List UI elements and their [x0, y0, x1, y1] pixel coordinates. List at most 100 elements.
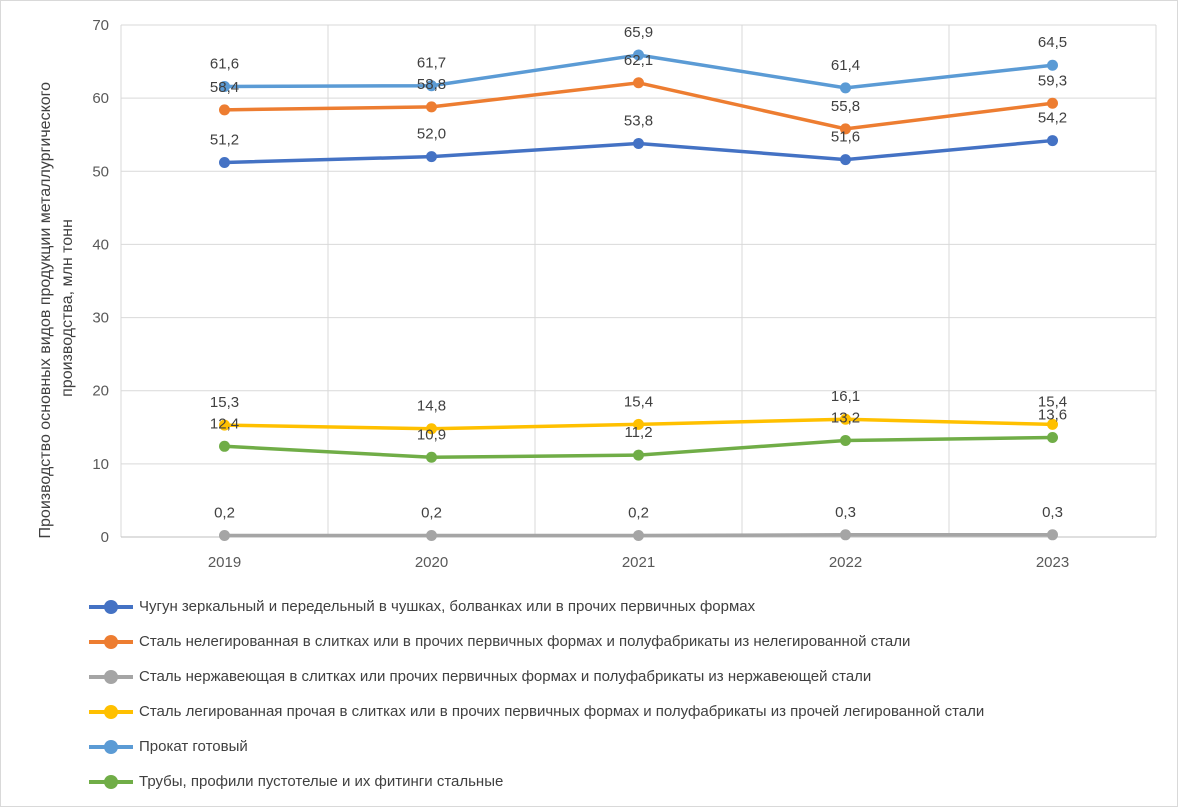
x-tick-label: 2020: [415, 554, 448, 571]
y-tick-label: 10: [92, 456, 109, 473]
data-label: 61,6: [210, 55, 239, 72]
axes: 0 10 20 30 40 50 60 70 2019 2020 2021 2022 2023: [92, 17, 1156, 571]
data-point: [633, 137, 644, 149]
legend-marker: [104, 774, 118, 789]
data-point: [840, 434, 851, 446]
data-point: [426, 451, 437, 463]
series-group: [219, 49, 1058, 542]
y-axis-title: Производство основных видов продукции ме…: [37, 78, 76, 539]
legend-item: Чугун зеркальный и передельный в чушках,…: [89, 589, 984, 624]
data-point: [1047, 418, 1058, 430]
data-point: [1047, 529, 1058, 541]
data-point: [1047, 135, 1058, 147]
data-point: [633, 530, 644, 542]
data-label: 55,8: [831, 98, 860, 115]
data-point: [219, 104, 230, 116]
data-label: 64,5: [1038, 34, 1067, 51]
x-tick-label: 2019: [208, 554, 241, 571]
legend-label: Сталь нелегированная в слитках или в про…: [139, 633, 911, 650]
legend: Чугун зеркальный и передельный в чушках,…: [89, 589, 984, 799]
data-point: [1047, 97, 1058, 109]
data-point: [426, 101, 437, 113]
data-label: 10,9: [417, 426, 446, 443]
data-point: [633, 49, 644, 61]
data-label: 53,8: [624, 112, 653, 129]
data-point: [633, 418, 644, 430]
line-chart: 0 10 20 30 40 50 60 70 2019 2020 2021 2022 2023 51,2…: [37, 17, 1157, 571]
data-label: 14,8: [417, 398, 446, 415]
legend-item: Прокат готовый: [89, 729, 984, 764]
data-point: [1047, 432, 1058, 444]
data-label: 15,4: [1038, 393, 1067, 410]
y-tick-label: 0: [101, 529, 109, 546]
x-tick-label: 2022: [829, 554, 862, 571]
legend-label: Сталь нержавеющая в слитках или прочих п…: [139, 668, 872, 685]
data-label: 58,8: [417, 76, 446, 93]
data-point: [219, 530, 230, 542]
legend-swatch: [89, 704, 133, 719]
y-tick-label: 50: [92, 163, 109, 180]
legend-item: Сталь нелегированная в слитках или в про…: [89, 624, 984, 659]
data-point: [840, 413, 851, 425]
legend-item: Сталь нержавеющая в слитках или прочих п…: [89, 659, 984, 694]
legend-marker: [104, 634, 118, 649]
data-label: 16,1: [831, 388, 860, 405]
legend-swatch: [89, 669, 133, 684]
y-axis-title-line-1: Производство основных видов продукции ме…: [37, 82, 54, 539]
data-label: 13,2: [831, 409, 860, 426]
data-label: 13,6: [1038, 407, 1067, 424]
data-label: 15,4: [624, 393, 653, 410]
data-point: [219, 157, 230, 169]
data-label: 58,4: [210, 79, 239, 96]
legend-label: Прокат готовый: [139, 738, 248, 755]
data-label: 65,9: [624, 24, 653, 41]
legend-item: Трубы, профили пустотелые и их фитинги с…: [89, 764, 984, 799]
data-point: [1047, 59, 1058, 71]
data-label: 0,2: [628, 505, 649, 522]
data-point: [633, 77, 644, 89]
gridlines: [120, 24, 1157, 537]
data-label: 61,7: [417, 55, 446, 72]
data-label: 0,2: [421, 505, 442, 522]
y-axis-title-line-2: производства, млн тонн: [59, 219, 76, 397]
legend-swatch: [89, 739, 133, 754]
y-tick-label: 40: [92, 236, 109, 253]
data-point: [633, 449, 644, 461]
data-point: [840, 82, 851, 94]
data-point: [840, 154, 851, 166]
legend-marker: [104, 739, 118, 754]
data-label: 11,2: [624, 424, 652, 441]
data-point: [219, 419, 230, 431]
data-point: [426, 530, 437, 542]
x-tick-label: 2021: [622, 554, 655, 571]
data-label: 0,3: [1042, 504, 1063, 521]
legend-swatch: [89, 774, 133, 789]
data-label: 0,2: [214, 505, 235, 522]
legend-marker: [104, 704, 118, 719]
data-label: 51,2: [210, 132, 239, 149]
data-point: [426, 80, 437, 92]
legend-marker: [104, 669, 118, 684]
legend-item: Сталь легированная прочая в слитках или …: [89, 694, 984, 729]
data-labels: 51,2 52,0 53,8 51,6 54,2 58,4 58,8 62,1 55,8 59,3…: [210, 24, 1067, 522]
y-tick-label: 30: [92, 310, 109, 327]
data-label: 0,3: [835, 504, 856, 521]
data-label: 51,6: [831, 129, 860, 146]
legend-swatch: [89, 634, 133, 649]
data-point: [840, 123, 851, 135]
legend-label: Трубы, профили пустотелые и их фитинги с…: [139, 773, 504, 790]
y-tick-label: 20: [92, 383, 109, 400]
y-tick-label: 60: [92, 90, 109, 107]
data-point: [426, 423, 437, 435]
data-label: 59,3: [1038, 72, 1067, 89]
data-label: 15,3: [210, 394, 239, 411]
data-point: [219, 80, 230, 92]
data-point: [840, 529, 851, 541]
data-point: [426, 151, 437, 163]
data-point: [219, 440, 230, 452]
legend-label: Чугун зеркальный и передельный в чушках,…: [139, 598, 756, 615]
data-label: 61,4: [831, 57, 860, 74]
x-tick-label: 2023: [1036, 554, 1069, 571]
data-label: 54,2: [1038, 110, 1067, 127]
